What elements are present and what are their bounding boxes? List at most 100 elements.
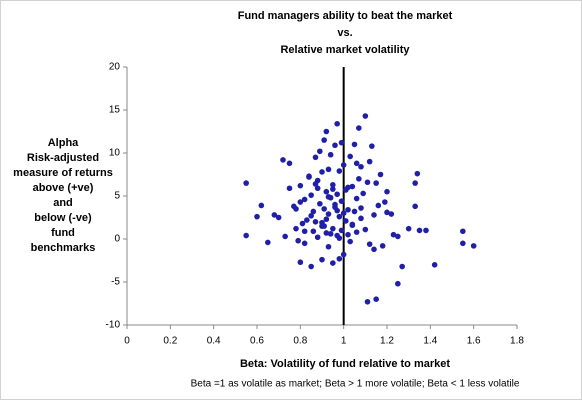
data-point bbox=[379, 243, 386, 249]
data-point bbox=[375, 202, 382, 209]
data-point bbox=[431, 262, 438, 268]
x-tick-label: 1.4 bbox=[423, 336, 437, 347]
data-point bbox=[293, 225, 299, 232]
data-point bbox=[297, 259, 304, 266]
x-tick-label: 1 bbox=[341, 336, 347, 347]
y-axis-label: benchmarks bbox=[31, 242, 96, 254]
data-point bbox=[364, 179, 371, 186]
data-point bbox=[327, 151, 334, 158]
data-point bbox=[351, 208, 358, 215]
data-point bbox=[356, 176, 362, 182]
data-point bbox=[325, 166, 332, 173]
data-point bbox=[254, 213, 260, 220]
chart-title: Relative market volatility bbox=[280, 44, 410, 56]
data-point bbox=[373, 296, 379, 303]
data-point bbox=[369, 143, 375, 149]
y-tick-label: -10 bbox=[106, 320, 121, 331]
data-point bbox=[351, 141, 358, 148]
data-point bbox=[314, 234, 321, 241]
data-point bbox=[286, 185, 293, 192]
data-point bbox=[347, 238, 353, 245]
y-tick-label: 15 bbox=[109, 105, 121, 116]
data-point bbox=[321, 223, 327, 229]
data-point bbox=[362, 226, 369, 233]
data-point bbox=[358, 215, 364, 222]
data-point bbox=[301, 228, 308, 235]
data-point bbox=[304, 217, 310, 223]
data-point bbox=[265, 239, 271, 246]
data-point bbox=[310, 228, 317, 235]
data-point bbox=[330, 225, 336, 232]
chart-title: Fund managers ability to beat the market bbox=[238, 10, 453, 22]
data-point bbox=[321, 137, 327, 143]
x-tick-label: 0 bbox=[124, 336, 130, 347]
data-point bbox=[297, 199, 304, 205]
x-tick-label: 1.8 bbox=[510, 336, 524, 347]
x-tick-label: 1.2 bbox=[380, 336, 394, 347]
x-tick-label: 0.2 bbox=[163, 336, 177, 347]
note: Beta =1 as volatile as market; Beta > 1 … bbox=[191, 379, 520, 390]
data-point bbox=[405, 225, 412, 232]
data-point bbox=[295, 237, 301, 244]
y-axis-label: and bbox=[53, 197, 73, 209]
data-point bbox=[336, 213, 343, 220]
data-point bbox=[306, 174, 312, 180]
x-tick-label: 0.6 bbox=[250, 336, 264, 347]
data-point bbox=[317, 200, 323, 207]
data-point bbox=[338, 227, 345, 234]
data-point bbox=[423, 227, 429, 234]
data-point bbox=[340, 162, 347, 168]
data-point bbox=[336, 168, 343, 174]
data-point bbox=[412, 203, 418, 210]
data-point bbox=[345, 231, 351, 238]
data-point bbox=[460, 240, 466, 247]
data-point bbox=[334, 207, 340, 214]
data-point bbox=[301, 196, 308, 203]
data-point bbox=[308, 263, 314, 270]
data-point bbox=[371, 246, 377, 253]
data-point bbox=[332, 201, 338, 208]
data-point bbox=[325, 243, 332, 250]
data-point bbox=[340, 210, 347, 216]
data-point bbox=[293, 206, 299, 212]
data-point bbox=[310, 208, 317, 215]
data-point bbox=[377, 171, 384, 178]
data-point bbox=[321, 206, 327, 212]
data-point bbox=[384, 209, 390, 216]
y-tick-label: 10 bbox=[109, 148, 121, 159]
data-point bbox=[360, 190, 366, 197]
data-point bbox=[347, 153, 353, 160]
y-axis-label: fund bbox=[51, 227, 75, 239]
x-tick-label: 1.6 bbox=[467, 336, 481, 347]
data-point bbox=[388, 211, 395, 217]
data-point bbox=[399, 263, 405, 270]
data-point bbox=[314, 185, 321, 192]
data-point bbox=[343, 218, 349, 224]
data-point bbox=[323, 230, 330, 236]
data-point bbox=[345, 184, 351, 191]
data-point bbox=[299, 220, 306, 227]
data-point bbox=[332, 142, 338, 149]
data-point bbox=[336, 255, 343, 262]
data-point bbox=[345, 206, 351, 213]
data-point bbox=[286, 160, 293, 167]
data-point bbox=[382, 199, 388, 205]
data-point bbox=[470, 243, 477, 249]
data-point bbox=[353, 195, 360, 202]
data-point bbox=[338, 139, 345, 146]
data-point bbox=[366, 158, 373, 165]
data-point bbox=[312, 181, 319, 187]
data-point bbox=[312, 219, 319, 225]
data-point bbox=[243, 180, 249, 186]
data-point bbox=[297, 182, 304, 189]
data-point bbox=[358, 205, 364, 211]
y-tick-label: -5 bbox=[111, 277, 120, 288]
data-point bbox=[336, 235, 343, 241]
y-axis-label: above (+ve) bbox=[33, 182, 94, 194]
y-tick-label: 5 bbox=[114, 191, 120, 202]
y-axis-label: Risk-adjusted bbox=[27, 152, 99, 164]
data-point bbox=[319, 256, 325, 263]
data-point bbox=[330, 186, 336, 192]
